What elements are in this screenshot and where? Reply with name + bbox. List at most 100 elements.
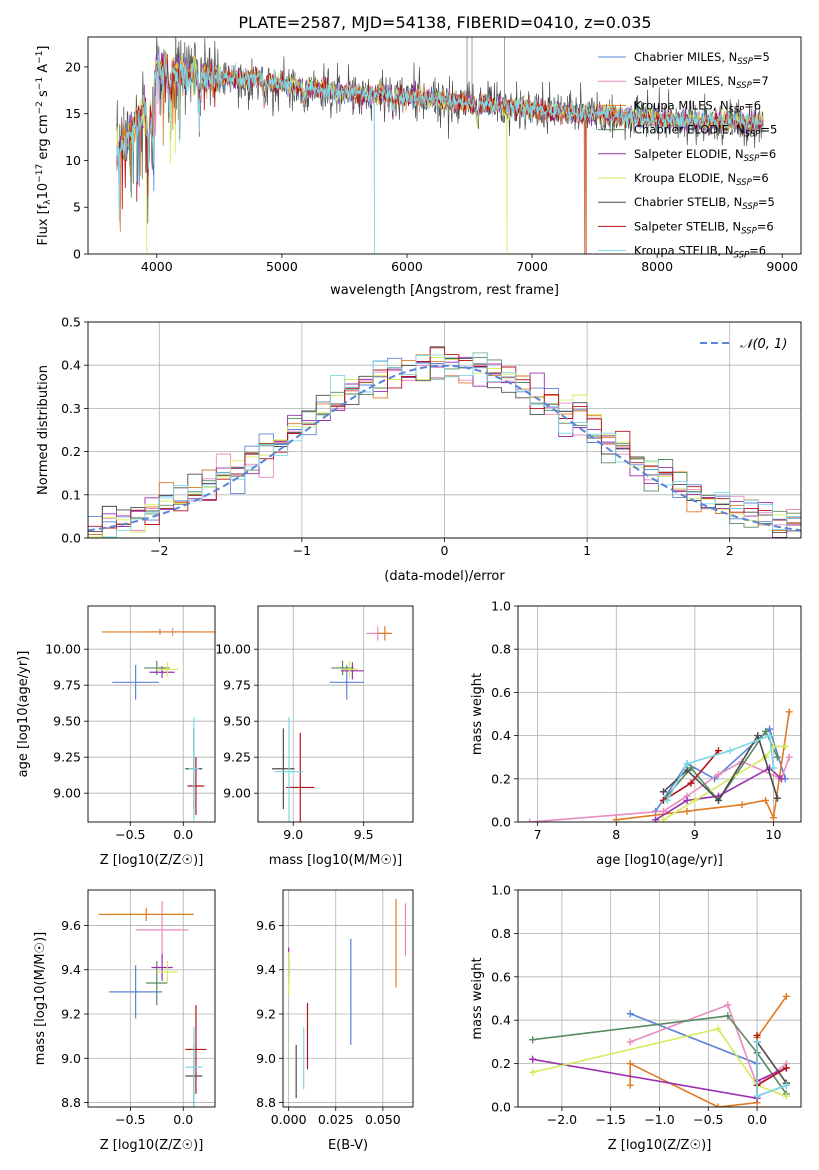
age-vs-Z-y-label: age [log10(age/yr)] xyxy=(16,651,31,778)
mass-vs-Z-ytick-label: 9.2 xyxy=(61,1007,81,1022)
spectrum-y-label-part: Flux [f xyxy=(36,204,51,245)
age-vs-Z-axes: −0.5 0.0 9.00 9.25 9.50 9.75 10.00 xyxy=(45,606,215,842)
age-vs-Z-frame xyxy=(87,605,216,823)
legend-label-sub: SSP xyxy=(744,154,760,164)
mass-vs-Z-ytick-label: 8.8 xyxy=(61,1095,81,1110)
mass-weight-vs-Z-xtick-label: −1.5 xyxy=(596,1112,626,1127)
mass-weight-vs-age-marker-6-4 xyxy=(773,794,781,802)
age-vs-Z-xtick-label: 0.0 xyxy=(173,827,193,842)
legend-label-tail: =5 xyxy=(758,195,775,209)
mass-weight-vs-age-marker-4-1 xyxy=(683,796,691,804)
mass-weight-vs-Z-x-label: Z [log10(Z/Z☉)] xyxy=(608,1138,712,1153)
age-vs-mass-ytick-label: 10.00 xyxy=(215,642,251,657)
residuals-ytick-label: 0.1 xyxy=(61,487,81,502)
spectrum-axes: 4000 5000 6000 7000 8000 9000 0 5 10 15 20 xyxy=(65,59,798,274)
mass-vs-EBV-ytick-label: 9.2 xyxy=(256,1007,276,1022)
mass-vs-Z-axes: −0.5 0.0 8.8 9.0 9.2 9.4 9.6 xyxy=(61,890,215,1127)
mass-vs-Z-y-label: mass [log10(M/M☉)] xyxy=(33,932,48,1065)
mass-weight-vs-age-marker-2-1 xyxy=(683,807,691,815)
mass-weight-vs-age-ytick-label: 1.0 xyxy=(491,599,511,614)
mass-weight-vs-age-marker-8-0 xyxy=(663,796,671,804)
mass-weight-vs-age-frame xyxy=(517,605,802,823)
spectrum-y-label-part: 10 xyxy=(36,183,51,200)
mass-weight-vs-Z-series-3 xyxy=(532,1015,788,1095)
mass-weight-vs-age-marker-6-0 xyxy=(659,788,667,796)
mass-vs-EBV-ytick-label: 9.0 xyxy=(256,1051,276,1066)
spectrum-ytick-label: 5 xyxy=(73,200,81,215)
mass-vs-EBV-ytick-label: 9.4 xyxy=(256,962,276,977)
mass-weight-vs-age-marker-6-1 xyxy=(683,766,691,774)
mass-weight-vs-Z-marker-5-3 xyxy=(782,1092,790,1100)
mass-weight-vs-age-marker-5-0 xyxy=(659,816,667,822)
residuals-y-label: Normed distribution xyxy=(36,365,51,495)
residuals-legend-label: 𝒩(0, 1) xyxy=(740,337,787,352)
age-vs-mass-axes: 9.0 9.5 9.00 9.25 9.50 9.75 10.00 xyxy=(215,606,413,842)
age-vs-mass-frame xyxy=(257,605,414,823)
mass-weight-vs-age-series-6 xyxy=(662,733,779,802)
mass-weight-vs-Z-series-2 xyxy=(629,995,788,1107)
legend-label-main: Chabrier STELIB, N xyxy=(634,195,742,209)
mass-weight-vs-age-marker-3-3 xyxy=(762,727,770,735)
mass-weight-vs-age-marker-6-2 xyxy=(714,796,722,804)
age-vs-Z-xtick-label: −0.5 xyxy=(115,827,145,842)
age-vs-Z-ytick-label: 9.00 xyxy=(53,786,81,801)
legend-label-tail: =6 xyxy=(749,244,766,258)
mass-weight-vs-Z-marker-1-1 xyxy=(724,1001,732,1009)
mass-weight-vs-age-marker-2-3 xyxy=(762,796,770,804)
age-vs-mass-ytick-label: 9.75 xyxy=(223,678,251,693)
mass-weight-vs-Z-y-label: mass weight xyxy=(470,957,485,1039)
mass-weight-vs-age-xtick-label: 9 xyxy=(691,827,699,842)
legend-label-sub: SSP xyxy=(745,130,761,140)
mass-weight-vs-age-marker-1-3 xyxy=(714,770,722,778)
mass-weight-vs-age-marker-7-1 xyxy=(687,779,695,787)
mass-weight-vs-Z-frame xyxy=(517,889,802,1108)
legend-label-sub: SSP xyxy=(734,251,750,261)
mass-weight-vs-Z-marker-8-1 xyxy=(753,1092,761,1100)
residuals-frame xyxy=(87,321,802,539)
legend-label-8: Kroupa STELIB, NSSP=6 xyxy=(634,244,766,261)
legend-label-sub: SSP xyxy=(729,105,745,115)
age-vs-mass-x-label: mass [log10(M/M☉)] xyxy=(269,853,402,868)
legend-label-sub: SSP xyxy=(736,81,752,91)
legend-label-main: Salpeter ELODIE, N xyxy=(634,147,744,161)
mass-vs-Z-x-label: Z [log10(Z/Z☉)] xyxy=(100,1138,204,1153)
residuals-ytick-label: 0.4 xyxy=(61,358,81,373)
residuals-xtick-label: 1 xyxy=(583,543,591,558)
age-vs-mass-xtick-label: 9.5 xyxy=(354,827,374,842)
legend-label-tail: =5 xyxy=(753,50,770,64)
legend-label-main: Salpeter MILES, N xyxy=(634,74,736,88)
mass-weight-vs-Z-ytick-label: 1.0 xyxy=(491,883,511,898)
mass-weight-vs-age-marker-3-4 xyxy=(773,753,781,761)
mass-weight-vs-Z-marker-2-2 xyxy=(714,1103,722,1107)
mass-vs-Z-xtick-label: −0.5 xyxy=(115,1112,145,1127)
figure-title: PLATE=2587, MJD=54138, FIBERID=0410, z=0… xyxy=(238,13,651,32)
mass-weight-vs-age-marker-2-0 xyxy=(612,816,620,822)
legend-label-sub: SSP xyxy=(737,57,753,67)
spectrum-y-label: Flux [fλ10−17 erg cm−2 s−1 A−1] xyxy=(35,46,53,246)
mass-weight-vs-Z-xtick-label: −2.0 xyxy=(547,1112,577,1127)
mass-vs-EBV-xtick-label: 0.000 xyxy=(271,1112,307,1127)
mass-vs-Z-ytick-label: 9.0 xyxy=(61,1051,81,1066)
mass-weight-vs-Z-marker-8-0 xyxy=(753,1038,761,1046)
mass-weight-vs-Z-ytick-label: 0.6 xyxy=(491,969,511,984)
legend-label-tail: =6 xyxy=(752,171,769,185)
mass-weight-vs-age-marker-4-0 xyxy=(652,816,660,822)
residuals-ytick-label: 0.2 xyxy=(61,444,81,459)
mass-weight-vs-Z-ytick-label: 0.2 xyxy=(491,1056,511,1071)
mass-weight-vs-Z-marker-2-0 xyxy=(626,1081,634,1089)
spectrum-xtick-label: 5000 xyxy=(266,259,298,274)
age-vs-mass-ytick-label: 9.25 xyxy=(223,750,251,765)
legend-label-tail: =6 xyxy=(744,98,761,112)
residuals-series-6 xyxy=(88,346,801,534)
mass-weight-vs-age-y-label: mass weight xyxy=(470,673,485,755)
spectrum-xtick-label: 6000 xyxy=(391,259,423,274)
legend-label-3: Chabrier ELODIE, NSSP=5 xyxy=(634,123,777,140)
mass-weight-vs-age-ytick-label: 0.2 xyxy=(491,771,511,786)
age-vs-mass-xtick-label: 9.0 xyxy=(283,827,303,842)
mass-weight-vs-age-marker-1-6 xyxy=(785,753,793,761)
legend-label-main: Salpeter STELIB, N xyxy=(634,219,741,233)
mass-vs-Z-ytick-label: 9.4 xyxy=(61,962,81,977)
mass-weight-vs-Z-marker-5-1 xyxy=(714,1025,722,1033)
mass-weight-vs-age-marker-8-2 xyxy=(726,747,734,755)
